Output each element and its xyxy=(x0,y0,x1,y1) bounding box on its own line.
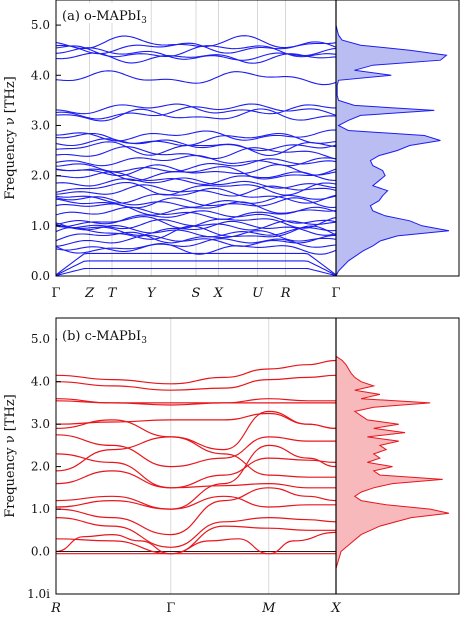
band-line xyxy=(56,197,336,209)
k-point-label: Z xyxy=(84,286,95,301)
k-point-label: Γ xyxy=(331,286,340,301)
y-tick-label: 3.0 xyxy=(31,118,50,132)
y-axis-label: Frequency ν [THz] xyxy=(3,76,18,199)
k-point-label: R xyxy=(280,286,291,301)
band-line xyxy=(56,260,336,276)
panel-label: (a) o-MAPbI3 xyxy=(62,9,147,26)
y-tick-label: 3.0 xyxy=(31,417,50,431)
band-line xyxy=(56,132,336,147)
band-line xyxy=(56,45,336,58)
band-line xyxy=(56,187,336,204)
band-line xyxy=(56,495,336,510)
band-line xyxy=(56,230,336,244)
y-tick-label: 0.0 xyxy=(31,545,50,559)
band-line xyxy=(56,35,336,50)
band-line xyxy=(56,164,336,177)
band-line xyxy=(56,470,336,489)
y-tick-label: 0.0 xyxy=(31,269,50,283)
k-point-label: X xyxy=(330,601,341,616)
plot-frame xyxy=(55,0,460,277)
y-tick-label: 1.0 xyxy=(31,219,50,233)
band-line xyxy=(56,453,336,489)
band-line xyxy=(56,103,336,115)
band-line xyxy=(56,201,336,216)
band-line xyxy=(56,398,336,406)
band-line xyxy=(56,177,336,189)
band-line xyxy=(56,194,336,208)
dos-curve xyxy=(335,355,450,594)
y-tick-label: 5.0 xyxy=(31,332,50,346)
bands-group xyxy=(56,35,336,276)
band-line xyxy=(56,141,336,157)
band-line xyxy=(56,412,336,429)
band-line xyxy=(56,267,336,276)
k-point-label: T xyxy=(108,286,118,301)
y-tick-label: 4.0 xyxy=(31,375,50,389)
band-line xyxy=(56,41,336,55)
panel-label-bg xyxy=(57,3,145,23)
panel-label: (b) c-MAPbI3 xyxy=(62,329,147,346)
y-axis-label: Frequency ν [THz] xyxy=(3,394,18,517)
band-line xyxy=(56,129,336,142)
band-line xyxy=(56,146,336,160)
band-line xyxy=(56,434,336,468)
panel-a xyxy=(55,0,460,277)
plot-frame xyxy=(55,317,460,595)
k-point-label: S xyxy=(192,286,201,301)
band-line xyxy=(56,444,336,510)
y-tick-label: 4.0 xyxy=(31,68,50,82)
panel-label-bg xyxy=(57,321,145,341)
band-line xyxy=(56,238,336,253)
band-line xyxy=(56,487,336,536)
band-line xyxy=(56,516,336,548)
band-line xyxy=(56,243,336,255)
band-line xyxy=(56,181,336,196)
band-line xyxy=(56,374,336,391)
y-tick-label: 1.0i xyxy=(27,587,50,601)
band-line xyxy=(56,108,336,122)
k-point-label: R xyxy=(50,601,61,616)
band-line xyxy=(56,70,336,86)
band-line xyxy=(56,359,336,385)
k-point-label: Y xyxy=(147,286,157,301)
band-line xyxy=(56,216,336,229)
band-line xyxy=(56,166,336,182)
bands-group xyxy=(56,359,336,555)
y-tick-label: 5.0 xyxy=(31,18,50,32)
band-line xyxy=(56,525,336,555)
band-line xyxy=(56,206,336,220)
k-point-label: Γ xyxy=(166,601,175,616)
band-line xyxy=(56,234,336,247)
panel-b xyxy=(55,317,460,595)
band-line xyxy=(56,158,336,173)
band-line xyxy=(56,252,336,276)
band-line xyxy=(56,210,336,226)
k-point-label: U xyxy=(252,286,264,301)
y-tick-label: 2.0 xyxy=(31,169,50,183)
band-line xyxy=(56,436,336,478)
k-point-label: X xyxy=(213,286,224,301)
band-line xyxy=(56,103,336,120)
k-point-label: M xyxy=(261,601,276,616)
band-line xyxy=(56,138,336,152)
band-line xyxy=(56,225,336,240)
band-line xyxy=(56,220,336,236)
dos-curve xyxy=(335,24,450,277)
y-tick-label: 1.0 xyxy=(31,502,50,516)
y-tick-label: 2.0 xyxy=(31,460,50,474)
band-line xyxy=(56,184,336,197)
k-point-label: Γ xyxy=(51,286,60,301)
